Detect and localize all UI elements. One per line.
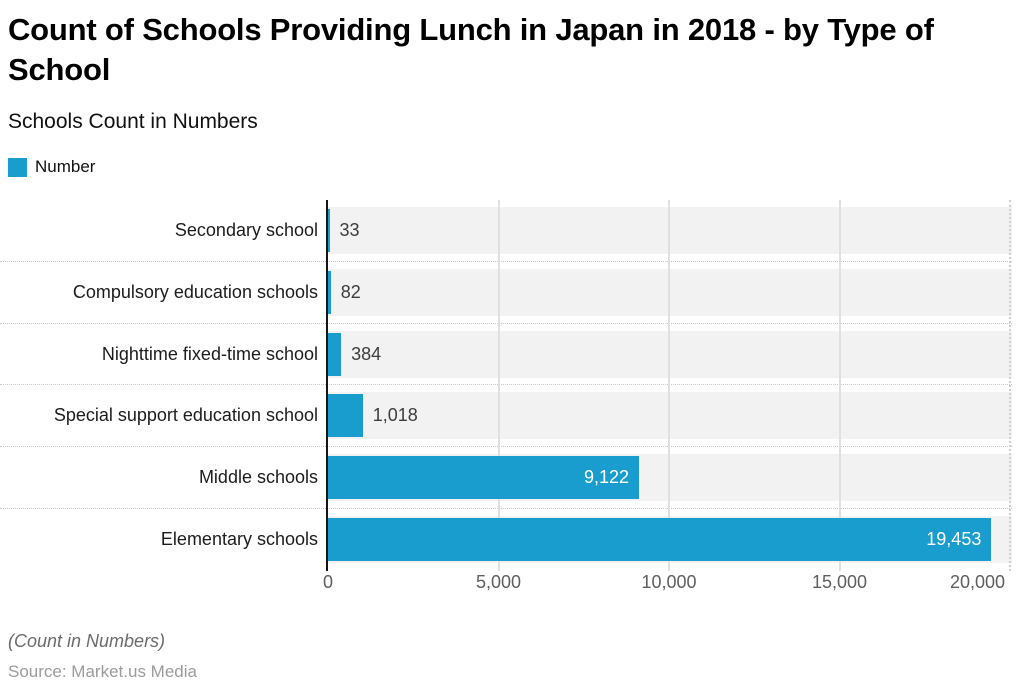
chart-row: Nighttime fixed-time school 384 — [0, 324, 1012, 386]
gridline — [838, 200, 841, 571]
category-label: Nighttime fixed-time school — [101, 343, 318, 364]
x-tick-label: 10,000 — [641, 572, 697, 592]
row-track — [328, 330, 1012, 378]
legend-label: Number — [35, 157, 96, 176]
category-label: Secondary school — [174, 220, 318, 240]
category-label: Special support education school — [53, 405, 318, 426]
bar — [328, 456, 640, 500]
x-tick-label: 5,000 — [475, 572, 522, 592]
value-label: 9,122 — [584, 467, 630, 488]
x-tick-label: 20,000 — [949, 572, 1005, 592]
source-credit: Source: Market.us Media — [8, 662, 197, 681]
gridline — [497, 200, 500, 571]
x-axis: 0 5,000 10,000 15,000 20,000 — [0, 572, 1012, 598]
chart-row: Middle schools 9,122 — [0, 447, 1012, 509]
category-label: Elementary schools — [160, 528, 318, 549]
value-label: 33 — [339, 220, 360, 240]
y-axis-baseline — [326, 200, 328, 571]
chart-row: Compulsory education schools 82 — [0, 262, 1012, 324]
category-label: Compulsory education schools — [72, 281, 318, 302]
x-tick-label: 0 — [322, 572, 334, 592]
axis-unit-note: (Count in Numbers) — [8, 631, 166, 651]
chart-subtitle: Schools Count in Numbers — [8, 110, 258, 133]
gridline — [1009, 200, 1011, 571]
chart-row: Special support education school 1,018 — [0, 385, 1012, 448]
gridline — [668, 200, 670, 571]
bar-plot-area: Secondary school 33 Compulsory education s… — [0, 200, 1012, 571]
value-label: 384 — [351, 343, 382, 364]
legend-swatch-icon — [8, 157, 27, 177]
chart-row: Secondary school 33 — [0, 200, 1012, 262]
bar — [328, 209, 330, 252]
legend: Number — [8, 157, 95, 177]
category-label: Middle schools — [198, 467, 318, 488]
row-track — [328, 207, 1012, 254]
value-label: 82 — [340, 281, 361, 302]
chart-title: Count of Schools Providing Lunch in Japa… — [8, 12, 934, 88]
chart-row: Elementary schools 19,453 — [0, 509, 1012, 571]
bar — [328, 270, 331, 314]
row-track — [328, 268, 1012, 316]
row-track — [328, 392, 1012, 440]
bar — [328, 394, 363, 438]
bar — [328, 332, 342, 376]
value-label: 1,018 — [372, 405, 418, 426]
value-label: 19,453 — [926, 528, 982, 549]
x-tick-label: 15,000 — [811, 572, 868, 592]
bar — [328, 517, 992, 561]
